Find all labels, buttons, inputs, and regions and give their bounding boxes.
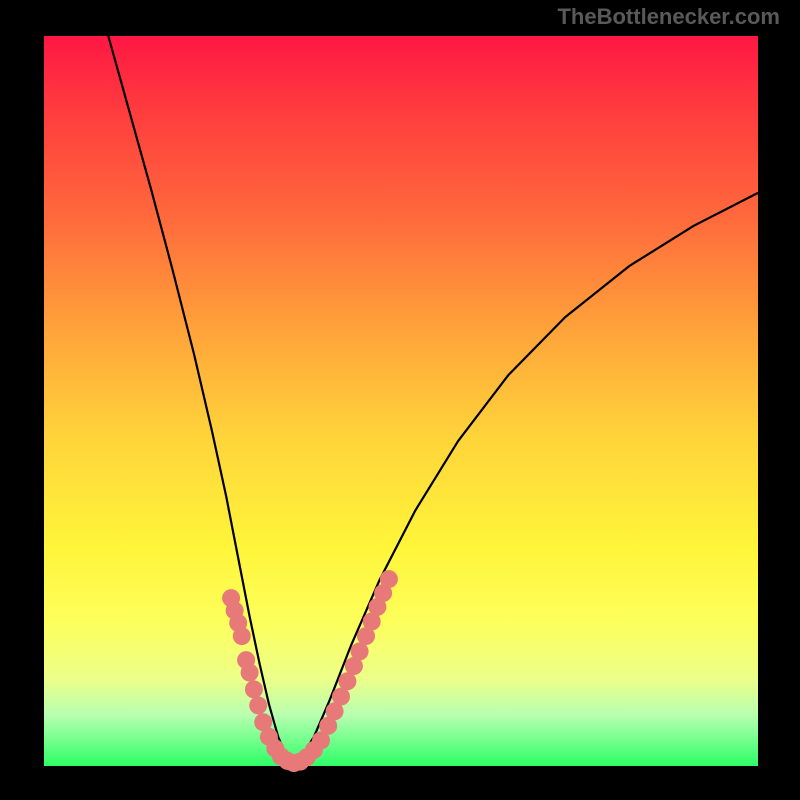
watermark-text: TheBottlenecker.com — [557, 4, 780, 30]
marker-cluster-bottom — [272, 731, 330, 772]
marker-dot — [241, 664, 259, 682]
marker-dot — [338, 672, 356, 690]
curve-left-branch — [108, 36, 294, 763]
marker-dot — [380, 570, 398, 588]
marker-cluster-left — [222, 589, 284, 757]
marker-cluster-right — [319, 570, 398, 735]
marker-dot — [332, 688, 350, 706]
chart-overlay-svg — [0, 0, 800, 800]
marker-dot — [249, 696, 267, 714]
marker-dot — [245, 680, 263, 698]
curve-right-branch — [294, 193, 758, 763]
marker-dot — [233, 627, 251, 645]
marker-dot — [351, 642, 369, 660]
